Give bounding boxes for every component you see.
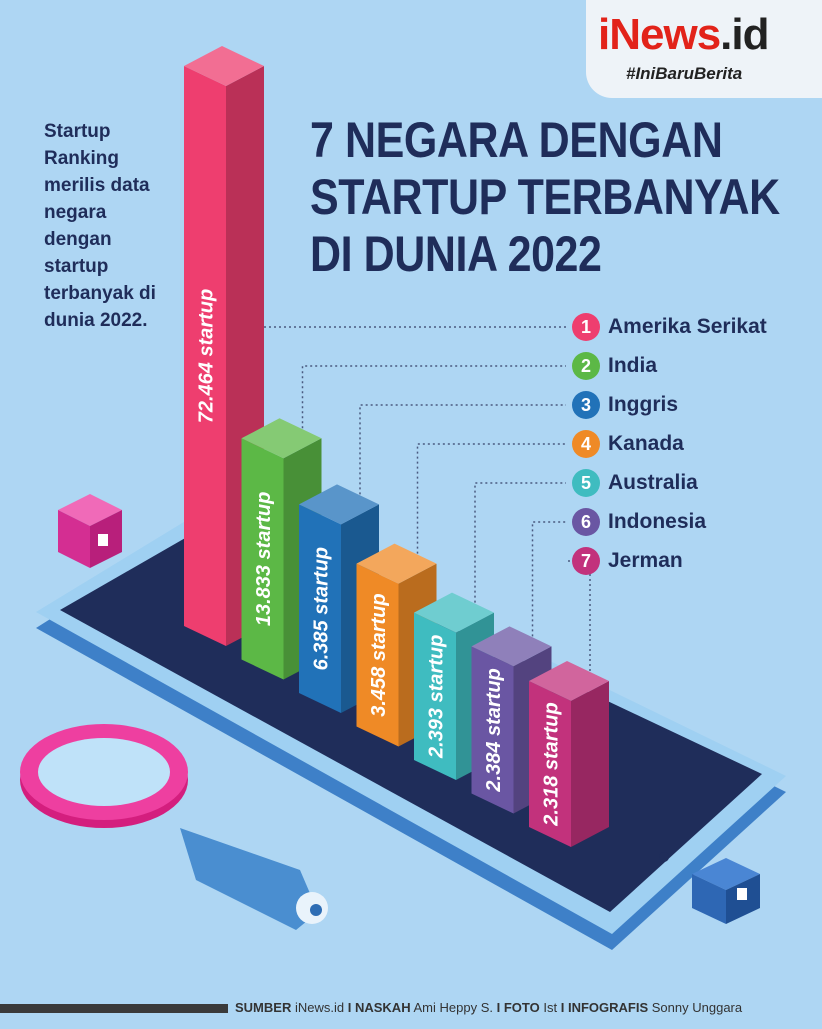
bar-top-face xyxy=(241,418,322,459)
bar-front-face xyxy=(471,646,514,814)
footer-graphic-value: Sonny Unggara xyxy=(651,1000,743,1015)
cube-right-icon xyxy=(692,858,760,924)
bar-front-face xyxy=(184,66,226,646)
legend-rank-badge: 4 xyxy=(572,430,600,458)
footer-writer-value: Ami Heppy S. xyxy=(413,1000,493,1015)
brand-tagline: #IniBaruBerita xyxy=(626,64,743,83)
logo-suffix: .id xyxy=(720,10,769,59)
bar-side-face xyxy=(571,681,609,847)
legend-rank-badge: 7 xyxy=(572,547,600,575)
footer-photo-value: Ist xyxy=(543,1000,558,1015)
bar-front-face xyxy=(299,504,341,713)
legend-rank-badge: 6 xyxy=(572,508,600,536)
bar-value-label: 3.458 startup xyxy=(368,593,390,716)
magnifier-icon xyxy=(20,724,328,930)
footer-credits: SUMBER iNews.id I NASKAH Ami Heppy S. I … xyxy=(235,1000,742,1015)
legend-item: 2 India xyxy=(572,351,657,381)
bar-front-face xyxy=(414,612,456,780)
legend-item: 6 Indonesia xyxy=(572,507,706,537)
legend-label: Jerman xyxy=(608,549,683,572)
page-title: 7 NEGARA DENGAN STARTUP TERBANYAK DI DUN… xyxy=(310,112,780,283)
leader-line xyxy=(416,443,566,554)
legend-item: 5 Australia xyxy=(572,468,698,498)
legend-item: 3 Inggris xyxy=(572,390,678,420)
logo-main: iNews xyxy=(598,10,721,59)
footer-sep: I xyxy=(560,1000,565,1015)
bar-top-face xyxy=(471,626,552,667)
bar-7: 2.318 startup xyxy=(529,661,609,847)
bar-value-label: 13.833 startup xyxy=(253,492,275,627)
footer-graphic-label: INFOGRAFIS xyxy=(567,1000,649,1015)
leader-line xyxy=(359,404,566,495)
legend-label: Kanada xyxy=(608,432,684,455)
bar-value-label: 2.318 startup xyxy=(540,702,562,826)
title-line-2: STARTUP TERBANYAK xyxy=(310,169,780,225)
logo-badge xyxy=(586,0,822,98)
legend-label: India xyxy=(608,354,658,377)
legend-label: Amerika Serikat xyxy=(608,315,767,338)
brand-logo[interactable]: iNews.id xyxy=(598,10,770,60)
legend-rank-badge: 1 xyxy=(572,313,600,341)
bar-top-face xyxy=(356,543,437,584)
legend-item: 7 Jerman xyxy=(572,546,683,576)
footer-source-label: SUMBER xyxy=(235,1000,292,1015)
bar-value-label: 72.464 startup xyxy=(195,289,217,424)
bar-top-face xyxy=(529,661,609,701)
legend-rank-badge: 5 xyxy=(572,469,600,497)
title-line-1: 7 NEGARA DENGAN xyxy=(310,112,723,168)
bar-value-label: 6.385 startup xyxy=(310,547,332,670)
bar-top-face xyxy=(299,484,379,525)
footer-sep: I xyxy=(496,1000,501,1015)
bar-front-face xyxy=(529,681,571,847)
bars-group: 72.464 startup 13.833 startup 6.385 startu… xyxy=(184,46,609,847)
bar-top-face xyxy=(414,592,494,633)
leader-line xyxy=(531,521,566,637)
footer-photo-label: FOTO xyxy=(503,1000,540,1015)
intro-text: Startup Ranking merilis data negara deng… xyxy=(44,121,156,331)
title-line-3: DI DUNIA 2022 xyxy=(310,226,602,282)
bar-front-face xyxy=(241,438,284,680)
cube-left-icon xyxy=(58,494,122,568)
footer-sep: I xyxy=(347,1000,352,1015)
leader-line xyxy=(566,560,591,671)
bar-value-label: 2.384 startup xyxy=(483,668,505,792)
legend-rank-badge: 2 xyxy=(572,352,600,380)
legend-label: Indonesia xyxy=(608,510,707,533)
legend-label: Australia xyxy=(608,471,698,494)
legend-item: 1 Amerika Serikat xyxy=(572,312,767,342)
legend-item: 4 Kanada xyxy=(572,429,684,459)
bar-front-face xyxy=(356,563,399,747)
phone-button-icon xyxy=(659,852,669,862)
legend-rank-badge: 3 xyxy=(572,391,600,419)
leader-line xyxy=(301,365,566,429)
footer-writer-label: NASKAH xyxy=(354,1000,411,1015)
legend-label: Inggris xyxy=(608,393,679,416)
leader-line xyxy=(474,482,566,603)
bar-top-face xyxy=(184,46,264,86)
bar-value-label: 2.393 startup xyxy=(425,635,447,759)
leader-lines xyxy=(264,326,591,671)
footer-divider xyxy=(0,1004,228,1013)
footer-source-value: iNews.id xyxy=(294,1000,345,1015)
